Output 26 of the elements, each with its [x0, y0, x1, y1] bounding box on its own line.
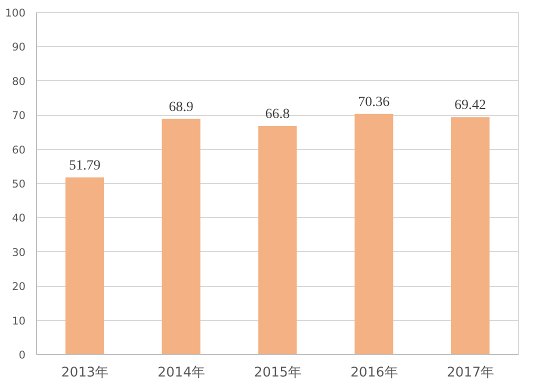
data-label: 68.9: [168, 100, 194, 115]
x-tick-label: 2017年: [446, 366, 494, 380]
y-tick-label: 50: [12, 178, 26, 190]
y-tick-label: 0: [18, 348, 26, 362]
y-tick-label: 70: [12, 109, 26, 122]
bar: [354, 114, 394, 354]
y-tick-label: 30: [12, 246, 26, 259]
y-tick-label: 80: [12, 74, 26, 88]
data-label: 69.42: [454, 98, 486, 114]
y-tick-label: 100: [5, 6, 26, 20]
data-label: 51.79: [68, 158, 100, 174]
bar: [162, 118, 200, 354]
bar: [451, 117, 490, 354]
y-tick-label: 20: [12, 280, 26, 294]
data-label: 66.8: [265, 107, 290, 122]
bar: [258, 126, 297, 354]
bar: [65, 177, 104, 354]
y-tick-label: 60: [12, 143, 26, 156]
y-tick-label: 10: [12, 314, 26, 328]
x-tick-label: 2015年: [254, 366, 301, 380]
y-tick-label: 40: [12, 212, 26, 225]
x-tick-label: 2014年: [158, 366, 205, 380]
x-tick-label: 2013年: [61, 366, 108, 380]
x-tick-label: 2016年: [350, 366, 398, 380]
data-label: 70.36: [358, 94, 390, 110]
y-tick-label: 90: [12, 40, 26, 54]
